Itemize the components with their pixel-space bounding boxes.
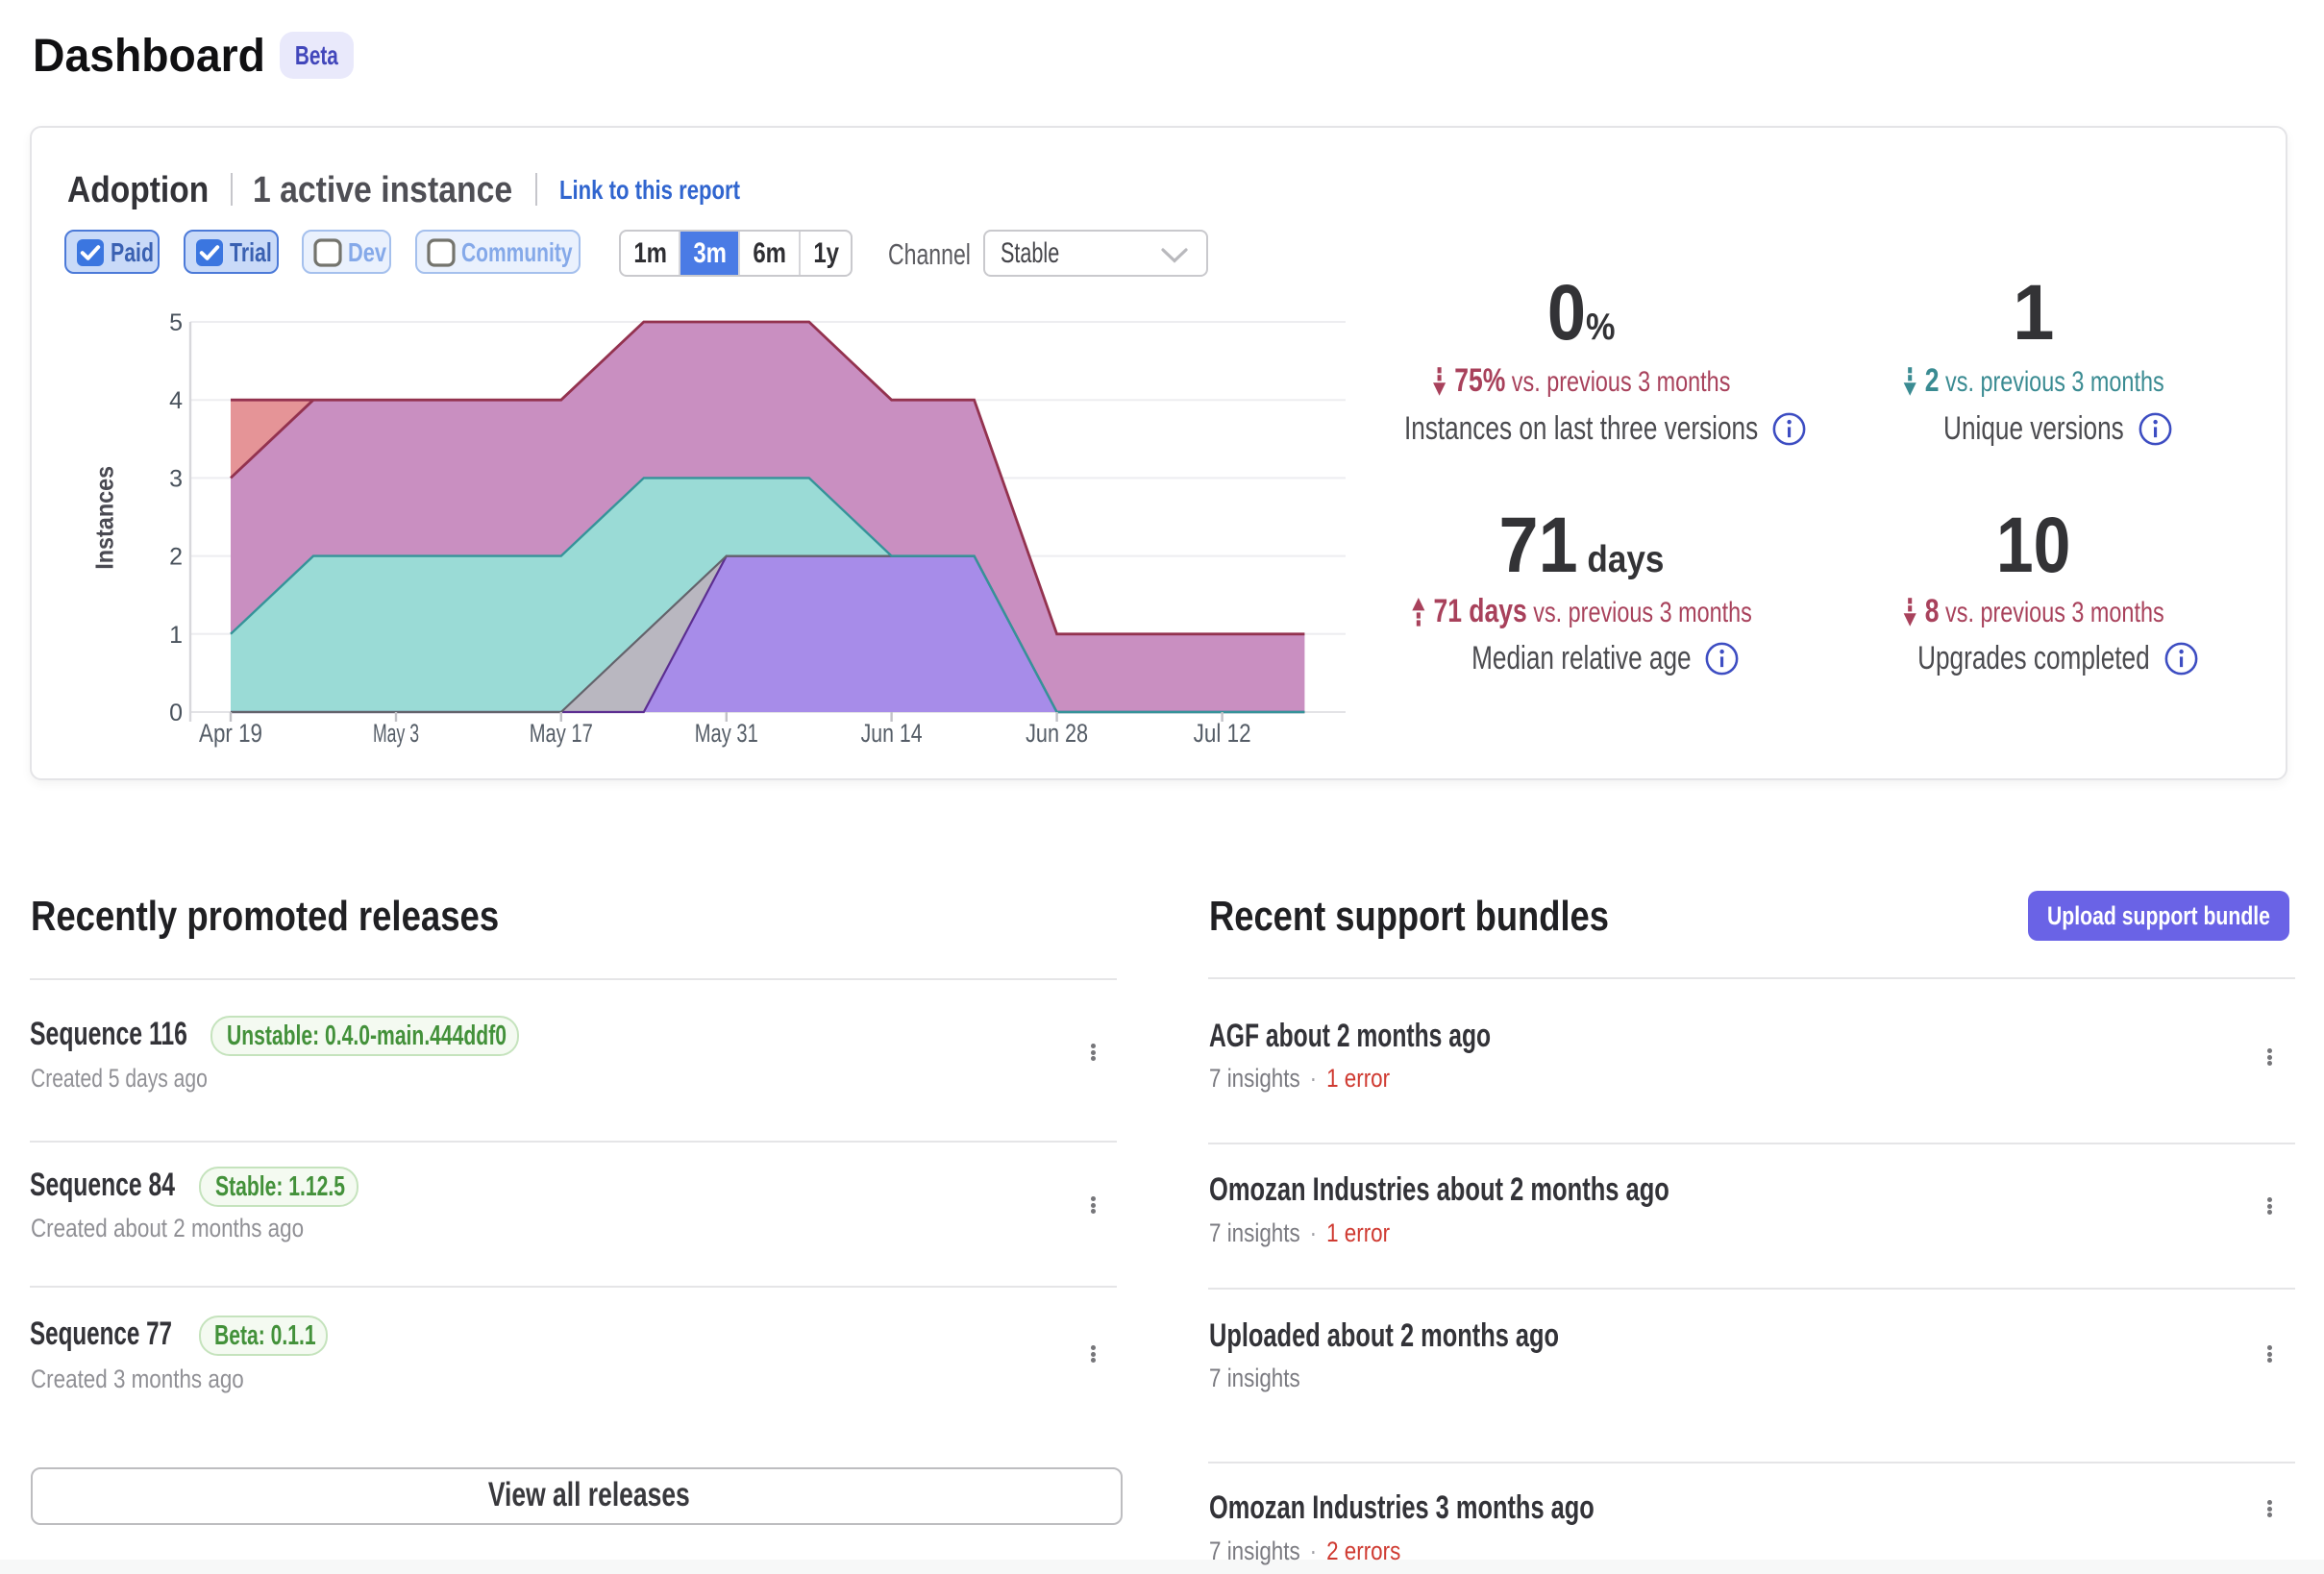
- svg-text:May 3: May 3: [373, 719, 419, 748]
- svg-text:May 31: May 31: [695, 719, 758, 748]
- svg-text:2: 2: [169, 544, 183, 571]
- svg-text:Jul 12: Jul 12: [1194, 719, 1251, 748]
- svg-text:Jun 14: Jun 14: [861, 719, 923, 748]
- svg-text:4: 4: [169, 387, 183, 414]
- svg-text:Instances: Instances: [89, 466, 118, 570]
- svg-text:Apr 19: Apr 19: [199, 719, 262, 748]
- svg-text:May 17: May 17: [530, 719, 593, 748]
- svg-text:0: 0: [169, 700, 183, 726]
- svg-text:1: 1: [169, 622, 183, 649]
- svg-text:3: 3: [169, 465, 183, 492]
- svg-text:Jun 28: Jun 28: [1026, 719, 1088, 748]
- svg-text:5: 5: [169, 309, 183, 336]
